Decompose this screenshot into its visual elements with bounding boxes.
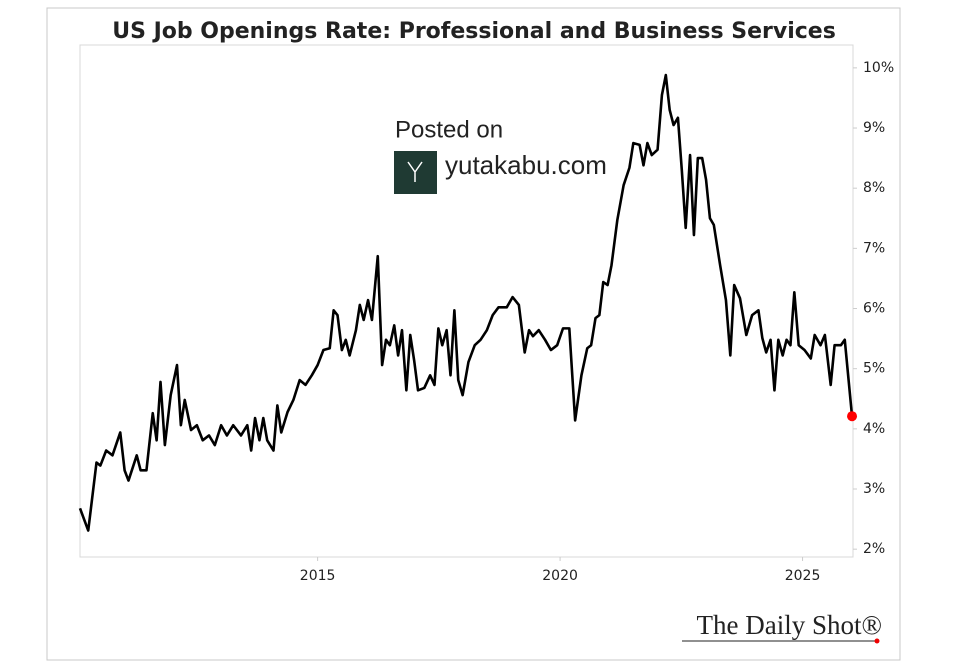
y-tick-label: 10% [863,60,894,76]
source-dot [874,638,880,644]
y-tick-label: 9% [863,120,885,136]
outer-frame [46,7,901,661]
x-tick-label: 2015 [300,568,336,584]
y-tick-label: 2% [863,541,885,557]
x-tick-label: 2025 [785,568,821,584]
last-point [847,411,858,422]
watermark-icon-glyph [407,161,423,182]
watermark-text: Posted on [395,116,503,143]
y-tick-label: 8% [863,180,885,196]
x-tick-label: 2020 [542,568,578,584]
line [78,73,854,532]
y-tick-label: 5% [863,361,885,377]
y-tick-label: 7% [863,240,885,256]
y-tick-label: 3% [863,481,885,497]
plot-frame [79,44,854,558]
watermark-site: yutakabu.com [445,150,607,180]
y-tick-label: 6% [863,301,885,317]
y-tick-label: 4% [863,421,885,437]
source-logo: The Daily Shot® [697,610,883,640]
chart-title: US Job Openings Rate: Professional and B… [112,19,836,44]
